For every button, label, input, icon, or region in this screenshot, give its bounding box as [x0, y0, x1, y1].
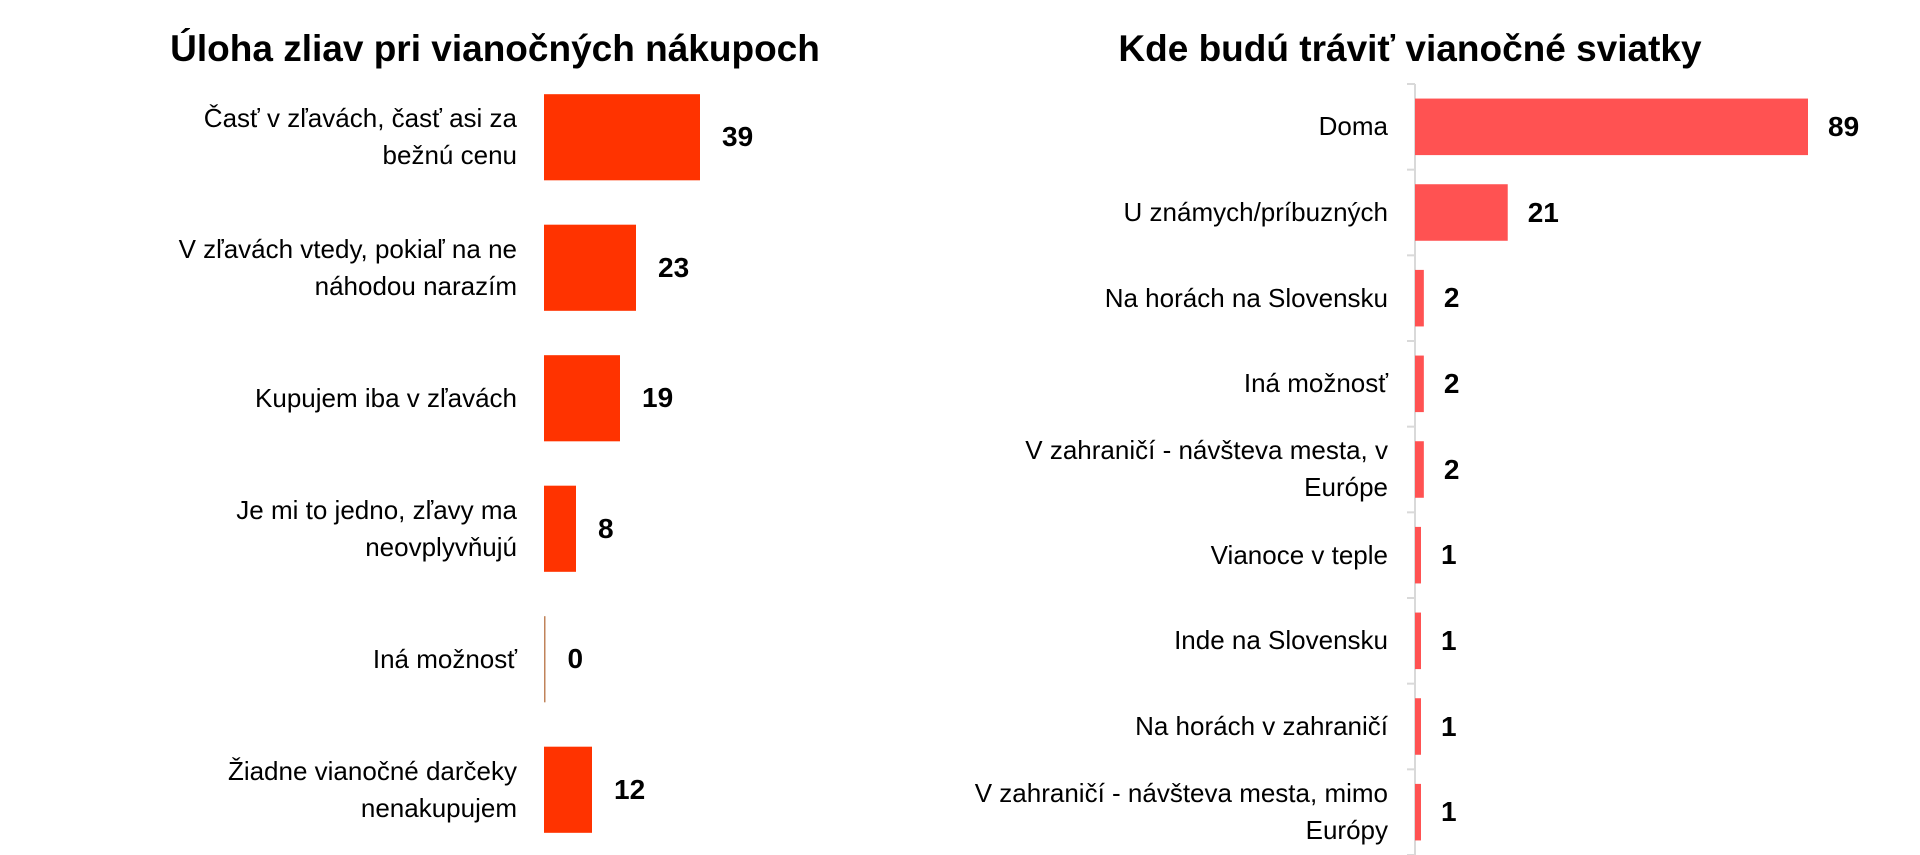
bar	[544, 94, 700, 181]
category-label: Doma	[968, 84, 1388, 170]
category-label-text: V zľavách vtedy, pokiaľ na ne náhodou na…	[178, 233, 517, 301]
category-label-text: Inde na Slovensku	[1174, 625, 1388, 656]
christmas-location-plot	[1407, 83, 1808, 855]
bar	[1415, 612, 1421, 670]
category-label: V zahraničí - návšteva mesta, v Európe	[968, 427, 1388, 513]
data-label: 12	[614, 773, 646, 805]
data-label: 23	[658, 251, 690, 283]
data-label: 89	[1828, 110, 1860, 142]
category-label: Iná možnosť	[968, 341, 1388, 427]
category-label: Na horách v zahraničí	[968, 684, 1388, 770]
data-label: 8	[598, 512, 614, 544]
bar	[544, 355, 620, 442]
bar	[1415, 783, 1421, 841]
bar	[1415, 269, 1424, 327]
bar	[1415, 355, 1424, 413]
category-label: Na horách na Slovensku	[968, 255, 1388, 341]
data-label: 39	[722, 121, 754, 153]
bar	[544, 746, 592, 833]
christmas-location-chart: Kde budú tráviť vianočné sviatky Doma 89 U…	[960, 0, 1920, 855]
category-label-text: Na horách v zahraničí	[1135, 710, 1388, 741]
category-label: Iná možnosť	[157, 594, 517, 725]
category-label-text: Iná možnosť	[372, 643, 517, 674]
data-label: 1	[1441, 710, 1457, 742]
discounts-role-plot	[544, 94, 700, 833]
data-label: 1	[1441, 539, 1457, 571]
data-label: 2	[1443, 367, 1460, 399]
category-label-text: V zahraničí - návšteva mesta, mimo Európ…	[974, 778, 1388, 846]
category-label: Inde na Slovensku	[968, 598, 1388, 684]
category-label-text: Na horách na Slovensku	[1104, 282, 1388, 313]
bar	[1415, 441, 1424, 498]
category-label-text: Časť v zľavách, časť asi za bežnú cenu	[203, 103, 517, 171]
discounts-role-chart: Úloha zliav pri vianočných nákupoch Časť…	[0, 0, 920, 855]
chart-title: Kde budú tráviť vianočné sviatky	[1118, 28, 1702, 69]
data-label: 2	[1443, 282, 1460, 314]
data-label: 2	[1443, 453, 1460, 485]
category-label: Žiadne vianočné darčeky nenakupujem	[157, 725, 517, 855]
data-label: 1	[1441, 624, 1457, 656]
category-label-text: Je mi to jedno, zľavy ma neovplyvňujú	[236, 494, 517, 562]
bar	[1415, 698, 1421, 755]
category-label-text: Doma	[1318, 111, 1388, 142]
bar	[544, 485, 576, 572]
category-label: Je mi to jedno, zľavy ma neovplyvňujú	[157, 464, 517, 595]
data-label: 21	[1527, 196, 1559, 228]
bar	[544, 224, 636, 311]
bar	[544, 616, 546, 703]
category-label: Časť v zľavách, časť asi za bežnú cenu	[157, 72, 517, 203]
data-label: 19	[642, 382, 674, 414]
data-label: 0	[567, 643, 584, 675]
bar	[1415, 526, 1421, 584]
category-label: U známych/príbuzných	[968, 170, 1388, 256]
bar	[1415, 184, 1508, 241]
category-label-text: Žiadne vianočné darčeky nenakupujem	[227, 755, 517, 823]
category-label: Vianoce v teple	[968, 512, 1388, 598]
category-label: Kupujem iba v zľavách	[157, 333, 517, 464]
category-label: V zľavách vtedy, pokiaľ na ne náhodou na…	[157, 203, 517, 334]
data-label: 1	[1441, 796, 1457, 828]
category-label-text: Iná možnosť	[1243, 368, 1388, 399]
category-label-text: Vianoce v teple	[1210, 539, 1388, 570]
category-label-text: U známych/príbuzných	[1123, 196, 1388, 227]
bar	[1415, 98, 1808, 156]
category-label-text: Kupujem iba v zľavách	[255, 382, 517, 413]
category-label: V zahraničí - návšteva mesta, mimo Európ…	[968, 769, 1388, 855]
category-label-text: V zahraničí - návšteva mesta, v Európe	[1025, 435, 1388, 503]
chart-title: Úloha zliav pri vianočných nákupoch	[170, 28, 820, 69]
